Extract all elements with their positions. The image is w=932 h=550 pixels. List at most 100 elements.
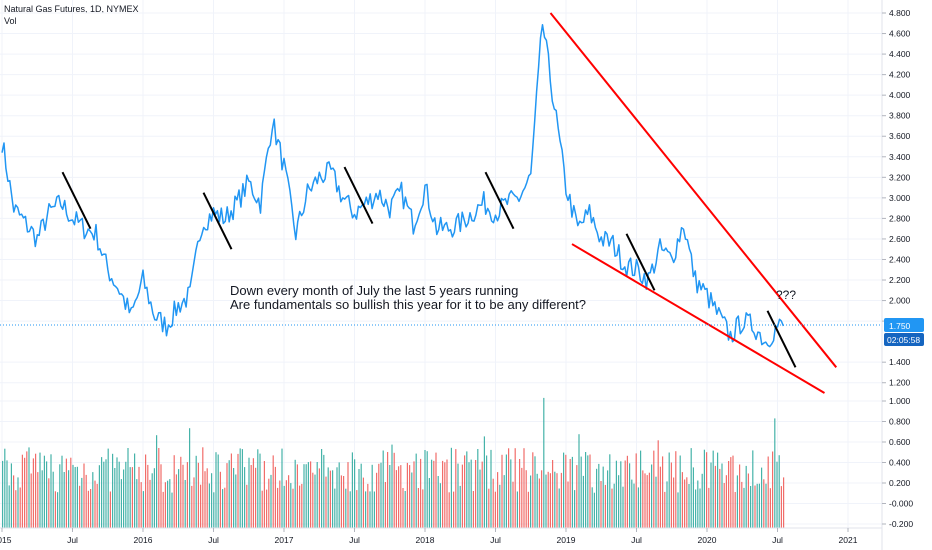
volume-bar <box>332 470 334 528</box>
volume-bar <box>778 455 780 528</box>
volume-bar <box>162 491 164 528</box>
volume-bar <box>248 457 250 528</box>
volume-bar <box>413 461 415 528</box>
volume-bar <box>314 474 316 528</box>
volume-bar <box>622 486 624 528</box>
volume-bar <box>723 483 725 528</box>
volume-bar <box>516 491 518 528</box>
july-marker <box>202 192 233 250</box>
volume-bar <box>206 468 208 528</box>
volume-bar <box>83 463 85 528</box>
volume-bar <box>43 455 45 528</box>
volume-bar <box>657 440 659 528</box>
volume-bar <box>228 460 230 528</box>
volume-bar <box>472 491 474 528</box>
volume-bar <box>692 467 694 528</box>
volume-bar <box>765 483 767 528</box>
volume-bar <box>558 488 560 528</box>
volume-bar <box>134 453 136 528</box>
volume-bar <box>208 483 210 528</box>
volume-bar <box>582 475 584 528</box>
volume-bar <box>618 475 620 528</box>
price-tick-label: 1.200 <box>889 378 911 388</box>
volume-bar <box>340 475 342 528</box>
volume-bar <box>459 485 461 528</box>
bar-countdown-tag <box>884 333 924 346</box>
volume-bar <box>283 485 285 528</box>
volume-bar <box>780 486 782 528</box>
volume-bar <box>70 457 72 528</box>
volume-bar <box>151 473 153 528</box>
volume-tick-label: 0.800 <box>889 417 911 427</box>
volume-bar <box>310 461 312 528</box>
volume-bar <box>574 490 576 528</box>
volume-bar <box>664 491 666 528</box>
volume-bar <box>470 459 472 528</box>
volume-bar <box>525 470 527 528</box>
volume-bar <box>224 487 226 528</box>
volume-bar <box>750 486 752 528</box>
time-axis: 2015 Jul 2016 Jul 2017 Jul 2018 Jul 2019 Jul 2020 J… <box>0 528 858 545</box>
volume-bar <box>479 469 481 528</box>
volume-bar <box>277 487 279 528</box>
volume-bar <box>426 451 428 528</box>
volume-bar <box>609 454 611 528</box>
volume-bar <box>629 463 631 528</box>
volume-bar <box>26 451 28 528</box>
volume-bar <box>167 480 169 528</box>
volume-bar <box>292 488 294 528</box>
volume-bar <box>600 481 602 528</box>
volume-bar <box>587 455 589 528</box>
volume-bar <box>197 462 199 528</box>
volume-bar <box>481 461 483 528</box>
price-series <box>1 23 785 348</box>
volume-bar <box>79 485 81 528</box>
volume-bar <box>101 457 103 528</box>
volume-bar <box>457 463 459 528</box>
volume-bar <box>334 488 336 528</box>
price-tick-label: 3.600 <box>889 131 911 141</box>
volume-bar <box>65 458 67 528</box>
volume-bar <box>532 452 534 528</box>
volume-bar <box>246 484 248 528</box>
volume-bar <box>193 477 195 528</box>
volume-bar <box>279 480 281 528</box>
volume-bar <box>96 483 98 528</box>
volume-bar <box>92 472 94 528</box>
volume-bar <box>81 477 83 528</box>
volume-bar <box>571 456 573 528</box>
volume-bar <box>323 454 325 528</box>
volume-bar <box>325 476 327 528</box>
july-marker <box>484 171 515 230</box>
volume-bar <box>701 473 703 528</box>
volume-bar <box>699 488 701 528</box>
volume-bar <box>717 452 719 528</box>
volume-bar <box>219 471 221 528</box>
volume-bar <box>745 465 747 528</box>
volume-bar <box>534 456 536 528</box>
volume-tick-label: 0.600 <box>889 437 911 447</box>
volume-bar <box>708 487 710 528</box>
volume-bar <box>433 460 435 528</box>
volume-bar <box>461 464 463 528</box>
volume-bar <box>499 484 501 528</box>
volume-bar <box>442 460 444 528</box>
volume-bar <box>30 473 32 528</box>
volume-bar <box>367 483 369 528</box>
volume-bar <box>189 428 191 528</box>
volume-bar <box>68 470 70 528</box>
volume-bar <box>400 465 402 528</box>
volume-bar <box>547 471 549 528</box>
price-tick-label: 4.200 <box>889 70 911 80</box>
volume-bar <box>538 478 540 528</box>
volume-bar <box>382 450 384 528</box>
time-axis-label: Jul <box>208 535 219 545</box>
volume-bar <box>299 485 301 528</box>
volume-bar <box>565 454 567 528</box>
volume-bar <box>63 472 65 528</box>
volume-bar <box>424 450 426 528</box>
volume-bar <box>725 475 727 528</box>
volume-bar <box>774 418 776 528</box>
volume-bar <box>668 452 670 528</box>
